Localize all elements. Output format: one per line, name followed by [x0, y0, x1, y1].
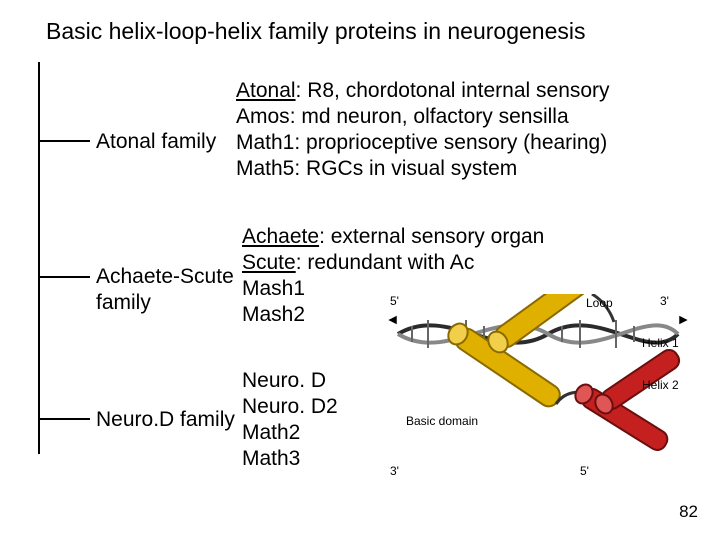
list-item: Neuro. D [242, 368, 338, 394]
member-name: Math2 [242, 421, 300, 444]
label-loop: Loop [586, 296, 613, 310]
member-desc: : proprioceptive sensory (hearing) [294, 131, 607, 154]
member-name: Atonal [236, 79, 296, 102]
label-3prime-right: 3' [660, 294, 669, 308]
family-label-neurod: Neuro.D family [96, 407, 235, 433]
member-name: Mash1 [242, 277, 305, 300]
page-number: 82 [679, 502, 698, 522]
member-name: Scute [242, 251, 296, 274]
member-block-atonal: Atonal: R8, chordotonal internal sensory… [236, 78, 610, 182]
member-name: Math5 [236, 157, 294, 180]
family-label-atonal: Atonal family [96, 129, 216, 155]
bhlh-svg [388, 294, 688, 494]
member-name: Neuro. D [242, 369, 326, 392]
list-item: Amos: md neuron, olfactory sensilla [236, 104, 610, 130]
list-item: Atonal: R8, chordotonal internal sensory [236, 78, 610, 104]
list-item: Achaete: external sensory organ [242, 224, 544, 250]
list-item: Math2 [242, 420, 338, 446]
label-helix2: Helix 2 [642, 378, 679, 392]
member-desc: : redundant with Ac [296, 251, 475, 274]
list-item: Math3 [242, 446, 338, 472]
member-name: Achaete [242, 225, 319, 248]
member-name: Neuro. D2 [242, 395, 338, 418]
member-block-neurod: Neuro. D Neuro. D2 Math2 Math3 [242, 368, 338, 472]
label-helix1: Helix 1 [642, 336, 679, 350]
tree-branch [38, 418, 90, 420]
tree-branch [38, 140, 90, 142]
helix2-group [572, 347, 683, 454]
family-label-achaete-scute: Achaete-Scute family [96, 264, 246, 316]
tree-root-line [38, 62, 40, 454]
bhlh-diagram: 5' 3' 3' 5' Basic domain Loop Helix 1 He… [388, 294, 688, 494]
member-name: Amos [236, 105, 290, 128]
list-item: Neuro. D2 [242, 394, 338, 420]
list-item: Math1: proprioceptive sensory (hearing) [236, 130, 610, 156]
member-desc: : md neuron, olfactory sensilla [290, 105, 569, 128]
tree-branch [38, 276, 90, 278]
list-item: Scute: redundant with Ac [242, 250, 544, 276]
label-basic-domain: Basic domain [406, 414, 478, 428]
page-title: Basic helix-loop-helix family proteins i… [46, 18, 586, 45]
family-label-text: Achaete-Scute family [96, 265, 234, 314]
label-3prime-left: 3' [390, 464, 399, 478]
member-name: Mash2 [242, 303, 305, 326]
member-name: Math1 [236, 131, 294, 154]
member-desc: : RGCs in visual system [294, 157, 517, 180]
member-name: Math3 [242, 447, 300, 470]
label-5prime-left: 5' [390, 294, 399, 308]
label-5prime-right: 5' [580, 464, 589, 478]
list-item: Math5: RGCs in visual system [236, 156, 610, 182]
member-desc: : external sensory organ [319, 225, 544, 248]
member-desc: : R8, chordotonal internal sensory [296, 79, 610, 102]
